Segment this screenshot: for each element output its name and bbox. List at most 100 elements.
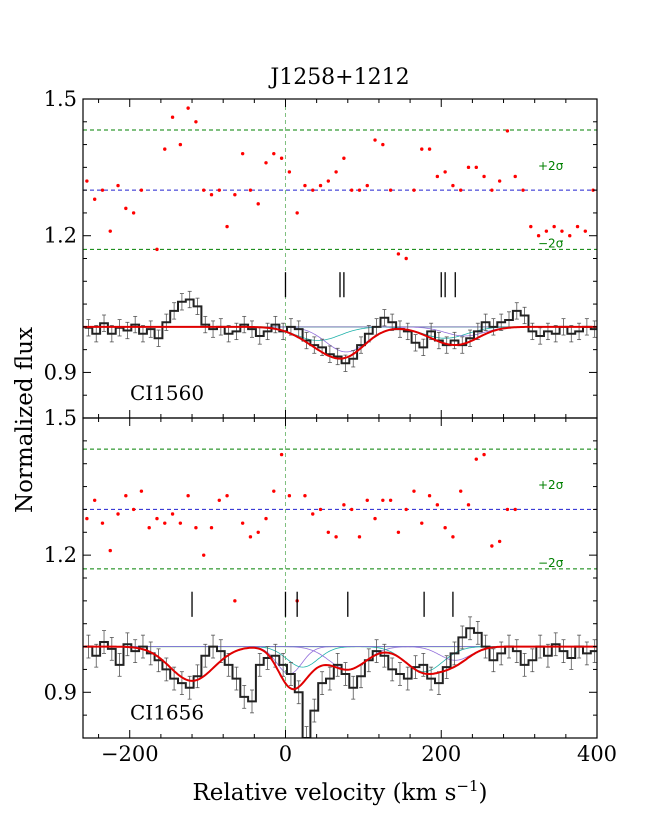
spectrum-step-line	[84, 298, 597, 365]
residual-point	[583, 229, 588, 233]
residual-point	[256, 530, 260, 534]
residual-point	[334, 170, 338, 174]
residual-point	[139, 188, 144, 192]
residual-point	[116, 512, 120, 516]
y-tick-label: 1.2	[44, 543, 77, 567]
residual-point	[202, 553, 206, 557]
residual-point	[420, 521, 424, 525]
residual-point	[381, 498, 385, 502]
residual-point	[100, 188, 105, 192]
x-tick-label: 200	[421, 742, 461, 766]
residual-point	[311, 188, 315, 192]
model-fit-line	[83, 645, 597, 691]
residual-point	[521, 188, 525, 192]
residual-point	[388, 498, 393, 502]
residual-point	[225, 224, 229, 229]
residual-point	[412, 188, 416, 192]
residual-point	[217, 188, 221, 192]
x-axis-label-close: )	[479, 780, 488, 806]
residual-point	[186, 494, 190, 498]
residual-point	[240, 151, 245, 156]
sigma-plus-label: +2σ	[538, 478, 564, 492]
residual-point	[412, 489, 416, 493]
y-tick-label: 1.2	[44, 224, 77, 248]
residual-point	[264, 516, 268, 521]
residual-point	[482, 174, 486, 179]
residual-point	[396, 252, 401, 256]
residual-point	[513, 174, 517, 179]
residual-point	[435, 503, 440, 507]
residual-point	[505, 129, 510, 133]
residual-point	[568, 234, 572, 238]
y-axis-label: Normalized flux	[12, 327, 38, 513]
residual-point	[170, 512, 175, 516]
residual-point	[490, 544, 494, 548]
residual-point	[287, 494, 292, 498]
y-tick-label: 1.5	[44, 87, 77, 111]
residual-point	[287, 170, 292, 174]
residual-point	[443, 170, 447, 174]
residual-point	[163, 521, 167, 525]
residual-point	[163, 147, 167, 151]
residual-point	[342, 156, 346, 160]
residual-point	[225, 494, 229, 498]
sigma-minus-label: −2σ	[538, 236, 564, 250]
residual-point	[92, 498, 97, 502]
model-fit-line	[83, 325, 597, 360]
residual-point	[513, 507, 517, 512]
sigma-minus-label: −2σ	[538, 556, 564, 570]
residual-point	[396, 530, 401, 534]
residual-point	[342, 503, 346, 507]
residual-point	[279, 156, 284, 160]
residual-point	[318, 507, 323, 512]
y-tick-label: 1.5	[44, 406, 77, 430]
residual-point	[311, 512, 315, 516]
x-axis-label-exponent: −1	[456, 777, 478, 795]
residual-point	[490, 188, 494, 192]
residual-point	[459, 489, 463, 493]
residual-point	[451, 535, 455, 539]
residual-point	[505, 507, 510, 512]
residual-point	[108, 229, 112, 233]
panel-frame	[82, 98, 598, 419]
residual-point	[256, 202, 260, 206]
panel-plot-area	[83, 99, 597, 418]
residual-point	[474, 457, 478, 461]
residual-point	[248, 188, 253, 192]
residual-point	[248, 535, 253, 539]
residual-point	[279, 452, 284, 457]
residual-point	[435, 174, 440, 179]
residual-point	[155, 247, 159, 252]
y-tick-label: 0.9	[44, 360, 77, 384]
residual-point	[116, 183, 120, 188]
residual-point	[466, 503, 471, 507]
residual-point	[497, 179, 502, 183]
residual-point	[365, 498, 369, 502]
residual-point	[272, 151, 276, 156]
residual-point	[85, 179, 89, 183]
residual-point	[381, 142, 385, 147]
x-axis-label: Relative velocity (km s−1)	[192, 777, 487, 806]
residual-point	[373, 516, 377, 521]
residual-point	[427, 147, 432, 151]
residual-point	[420, 147, 424, 151]
residual-point	[388, 188, 393, 192]
sigma-plus-label: +2σ	[538, 159, 564, 173]
residual-point	[427, 494, 432, 498]
residual-point	[131, 211, 136, 215]
residual-point	[131, 507, 136, 512]
residual-point	[443, 526, 447, 530]
residual-point	[536, 234, 541, 238]
residual-point	[178, 521, 183, 525]
residual-point	[186, 106, 190, 110]
residual-point	[147, 526, 151, 530]
residual-point	[194, 120, 198, 124]
panels-group: +2σ −2σ 0.9 1.2 1.5 CI1560 +2σ −2σ 0.9 1.2 1.5 CI16…	[44, 87, 617, 766]
model-component-line	[83, 326, 597, 339]
y-tick-label: 0.9	[44, 680, 77, 704]
panel-ci1560: +2σ −2σ 0.9 1.2 1.5 CI1560	[44, 87, 598, 419]
residual-point	[100, 521, 105, 525]
residual-point	[209, 193, 214, 197]
residual-point	[233, 599, 237, 603]
